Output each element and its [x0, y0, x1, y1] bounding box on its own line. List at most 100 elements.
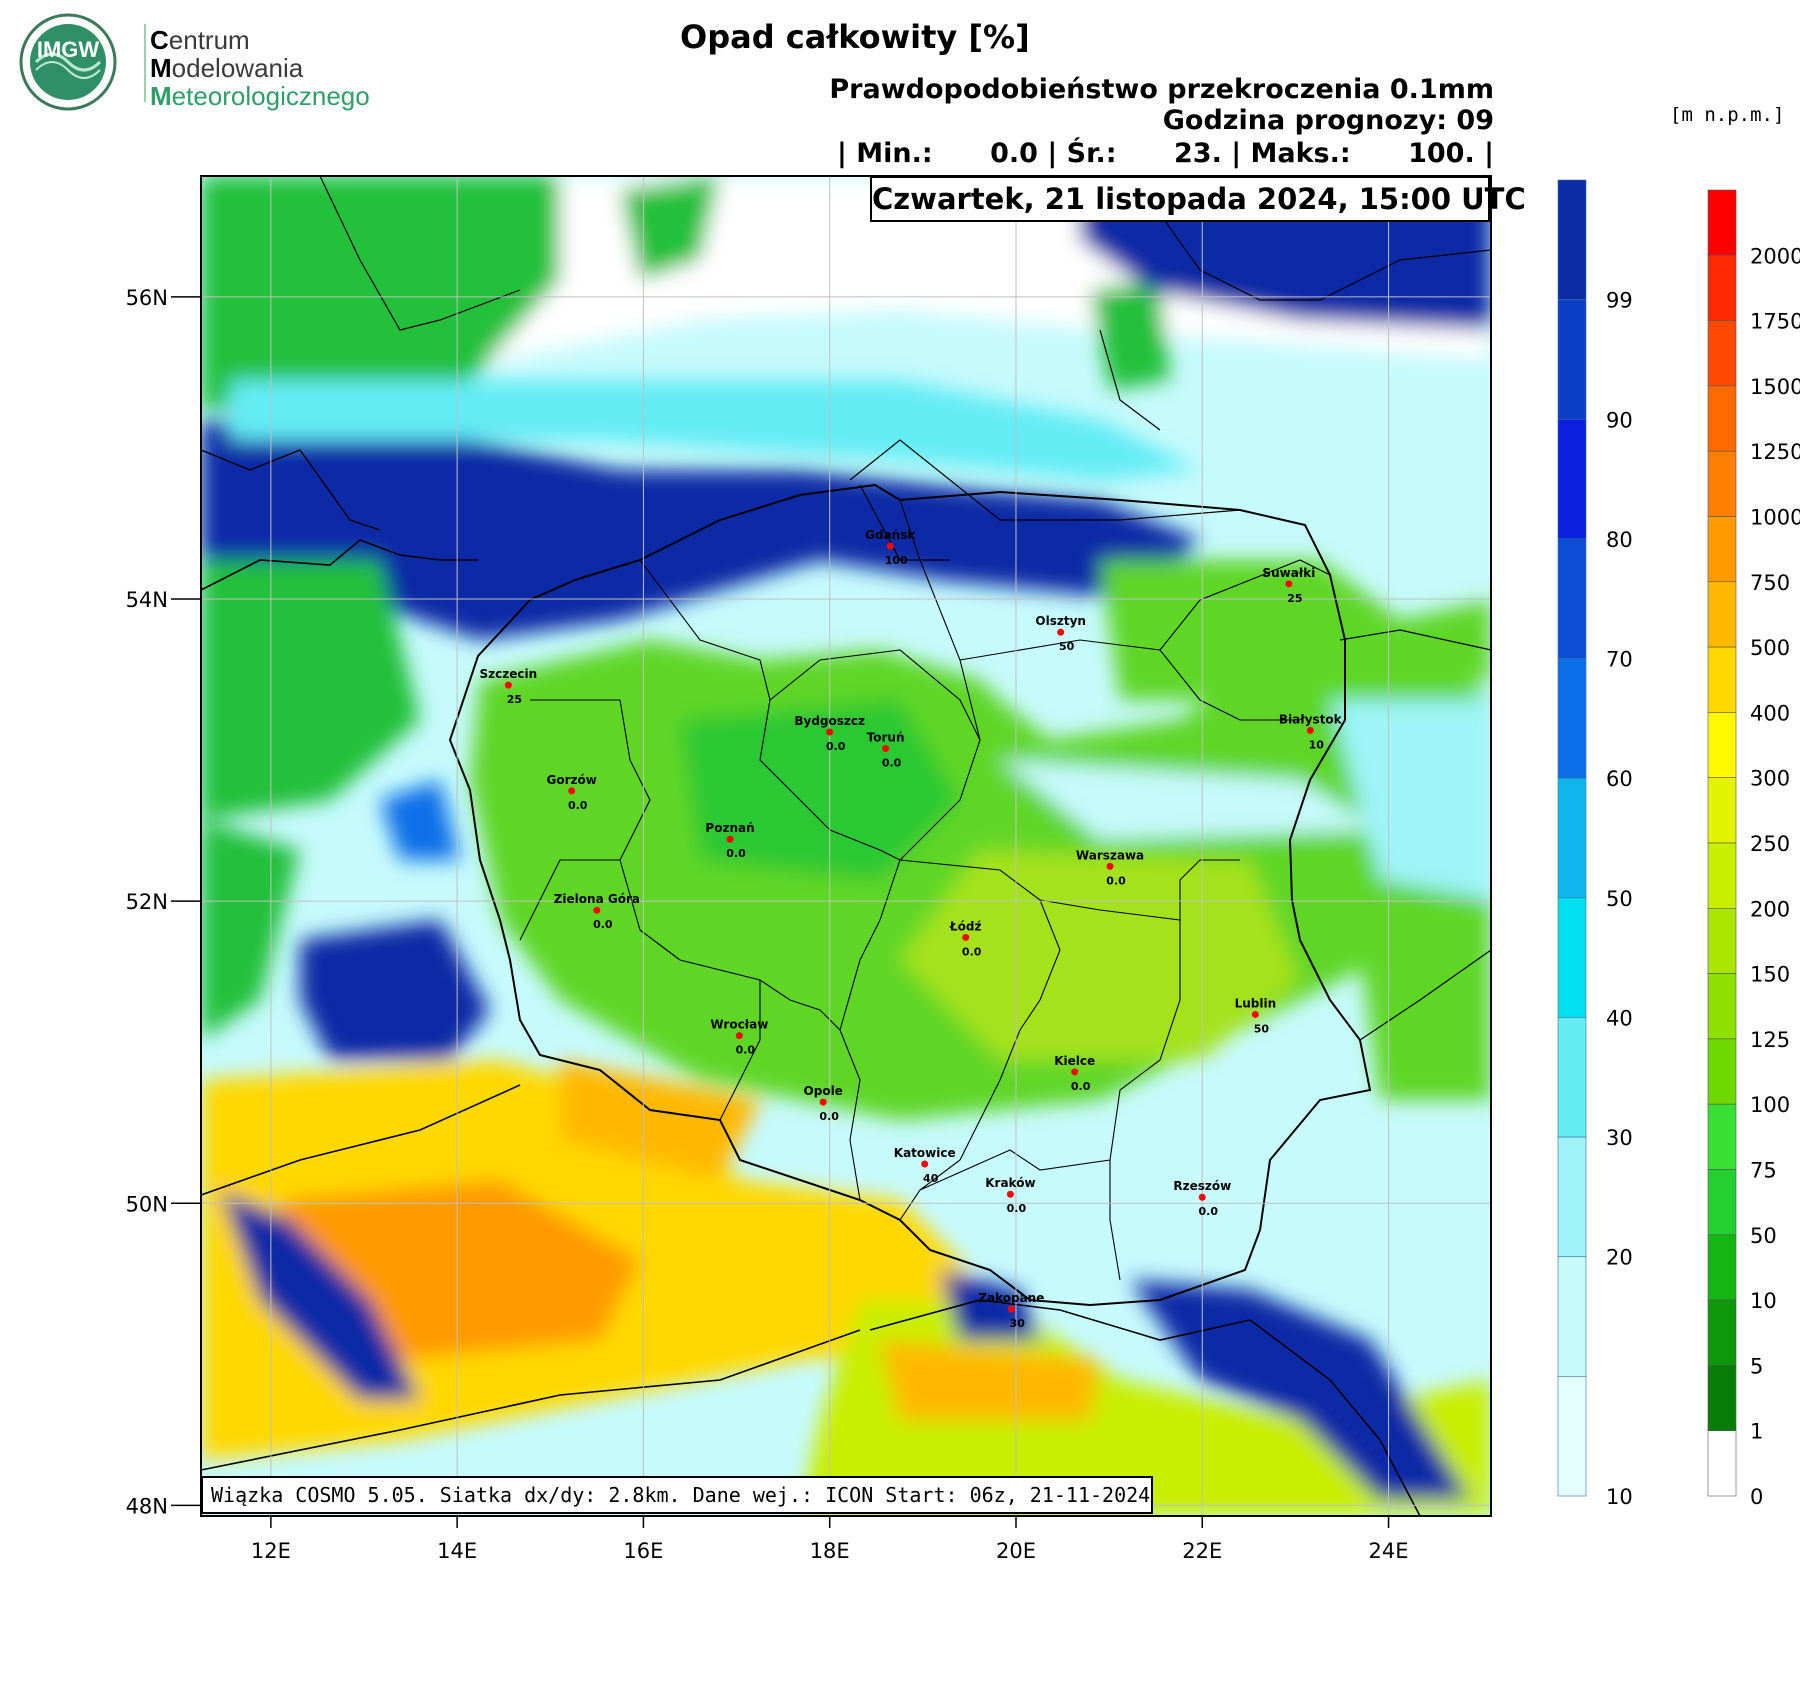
probability-swatch	[1557, 1376, 1587, 1497]
elevation-label: 250	[1750, 832, 1790, 856]
city-name: Rzeszów	[1173, 1179, 1231, 1193]
city-name: Suwałki	[1262, 566, 1315, 580]
lon-tick-label: 22E	[1182, 1539, 1222, 1563]
elevation-swatch	[1707, 1038, 1737, 1105]
probability-label: 10	[1606, 1485, 1633, 1509]
city-dot	[886, 542, 894, 550]
elevation-swatch	[1707, 1103, 1737, 1170]
elevation-label: 75	[1750, 1159, 1777, 1183]
logo-divider	[144, 24, 146, 102]
logo-word-2: odelowania	[171, 53, 304, 83]
elevation-label: 125	[1750, 1028, 1790, 1052]
city-name: Zielona Góra	[554, 892, 640, 906]
elevation-label: 1500	[1750, 375, 1800, 399]
lat-tick-label: 54N	[126, 588, 168, 612]
city-dot	[1285, 580, 1293, 588]
city-name: Zakopane	[978, 1291, 1044, 1305]
logo-word-1: entrum	[168, 25, 250, 55]
city-marker: Szczecin 25	[480, 667, 538, 706]
city-dot	[504, 681, 512, 689]
lon-tick-label: 24E	[1369, 1539, 1409, 1563]
stats-avg-value: 23.	[1174, 138, 1222, 169]
probability-label: 99	[1606, 289, 1633, 313]
city-name: Olsztyn	[1035, 614, 1086, 628]
city-dot	[568, 787, 576, 795]
city-value: 0.0	[962, 945, 982, 958]
city-dot	[819, 1098, 827, 1106]
city-name: Opole	[804, 1084, 843, 1098]
elevation-swatch	[1707, 1234, 1737, 1301]
city-value: 30	[1010, 1317, 1026, 1330]
map-title: Opad całkowity [%]	[680, 18, 1030, 56]
city-marker: Rzeszów 0.0	[1173, 1179, 1231, 1218]
elevation-swatch	[1707, 516, 1737, 583]
elevation-legend: 2000175015001250100075050040030025020015…	[1707, 189, 1800, 1509]
region-borders	[519, 499, 1331, 1281]
city-value: 100	[885, 554, 908, 567]
city-value: 0.0	[826, 740, 846, 753]
precipitation-field	[201, 176, 1491, 1516]
city-value: 0.0	[1071, 1080, 1091, 1093]
probability-swatch	[1557, 1256, 1587, 1377]
city-dot	[921, 1160, 929, 1168]
logo-initial-3: M	[150, 81, 172, 111]
emblem-text: IMGW	[37, 37, 100, 62]
lon-tick-label: 14E	[437, 1539, 477, 1563]
probability-label: 80	[1606, 528, 1633, 552]
lon-tick-label: 12E	[251, 1539, 291, 1563]
elevation-label: 5	[1750, 1354, 1763, 1378]
elevation-swatch	[1707, 1430, 1737, 1497]
city-marker: Gdańsk 100	[865, 528, 916, 567]
elevation-swatch	[1707, 1169, 1737, 1236]
probability-swatch	[1557, 418, 1587, 540]
elevation-swatch	[1707, 1365, 1737, 1432]
probability-legend: 99 90 80 70 60 50 40 30 20 10	[1557, 179, 1633, 1509]
elevation-label: 500	[1750, 636, 1790, 660]
city-markers: Gdańsk 100 Suwałki 25 Olsztyn 50 Szczecin 25 Byd…	[480, 528, 1343, 1330]
city-value: 0.0	[593, 918, 613, 931]
stats-end: |	[1484, 138, 1494, 169]
elevation-swatch	[1707, 646, 1737, 713]
city-name: Warszawa	[1076, 848, 1144, 862]
poland-border	[448, 483, 1372, 1307]
elevation-swatch	[1707, 777, 1737, 844]
city-name: Lublin	[1235, 996, 1277, 1010]
city-marker: Kraków 0.0	[985, 1176, 1035, 1215]
city-value: 0.0	[819, 1110, 839, 1123]
city-dot	[1007, 1305, 1015, 1313]
elevation-label: 1	[1750, 1420, 1763, 1444]
city-marker: Łódź 0.0	[949, 919, 982, 958]
elevation-label: 300	[1750, 767, 1790, 791]
city-value: 25	[1287, 592, 1302, 605]
city-value: 0.0	[736, 1044, 756, 1057]
city-value: 0.0	[1199, 1205, 1219, 1218]
city-name: Katowice	[894, 1146, 956, 1160]
city-marker: Kielce 0.0	[1054, 1054, 1095, 1093]
map-subtitle-forecast-hour: Godzina prognozy: 09	[1162, 105, 1494, 136]
city-dot	[1006, 1190, 1014, 1198]
probability-swatch	[1557, 179, 1587, 300]
probability-swatch	[1557, 299, 1587, 420]
city-marker: Gorzów 0.0	[547, 773, 597, 812]
city-marker: Opole 0.0	[804, 1084, 843, 1123]
probability-swatch	[1557, 897, 1587, 1018]
elevation-swatch	[1707, 255, 1737, 321]
city-name: Gdańsk	[865, 528, 916, 542]
logo-initial-1: C	[150, 25, 169, 55]
city-marker: Toruń 0.0	[867, 731, 905, 770]
imgw-logo: IMGW Centrum Modelowania Meteorologiczne…	[12, 12, 382, 112]
model-info-label: Wiązka COSMO 5.05. Siatka dx/dy: 2.8km. …	[201, 1476, 1153, 1514]
elevation-swatch	[1707, 973, 1737, 1040]
graticule	[201, 176, 1491, 1516]
city-value: 0.0	[726, 847, 746, 860]
probability-label: 90	[1606, 408, 1633, 432]
elevation-label: 10	[1750, 1289, 1777, 1313]
elevation-label: 1250	[1750, 440, 1800, 464]
stats-max-label: | Maks.:	[1231, 138, 1351, 169]
lon-tick-label: 16E	[623, 1539, 663, 1563]
city-name: Toruń	[867, 731, 905, 745]
imgw-emblem-icon: IMGW	[19, 13, 117, 111]
stats-min-value: 0.0	[990, 138, 1038, 169]
elevation-label: 50	[1750, 1224, 1777, 1248]
